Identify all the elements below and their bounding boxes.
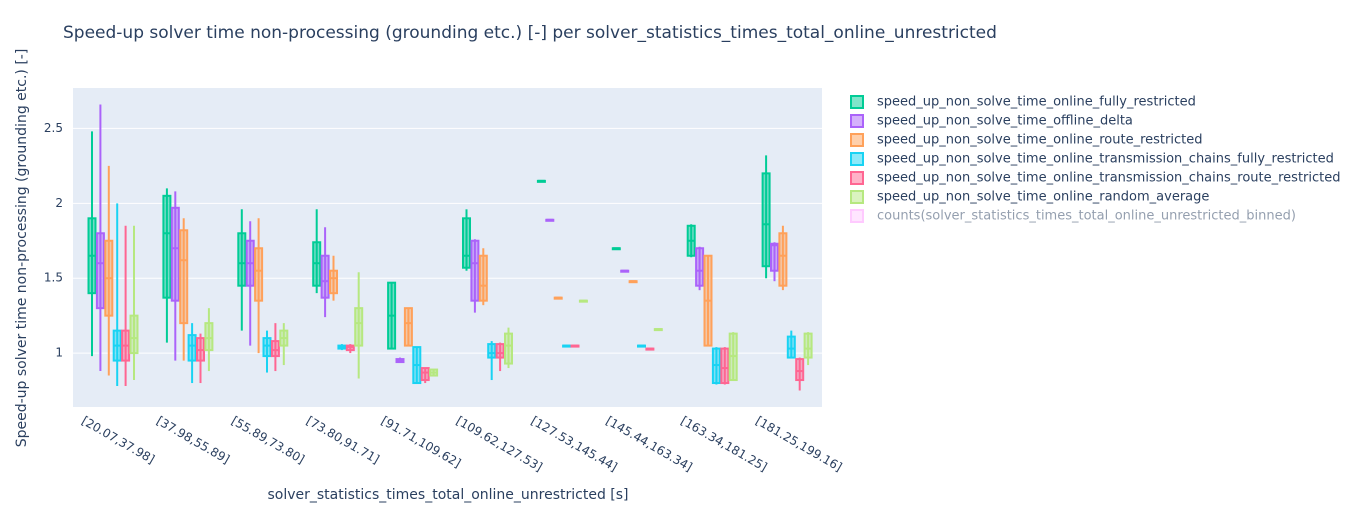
box	[420, 367, 430, 382]
legend-swatch[interactable]	[850, 95, 864, 109]
box	[237, 232, 247, 287]
box	[778, 232, 788, 287]
box	[470, 239, 480, 302]
box	[504, 332, 513, 365]
legend-swatch[interactable]	[850, 171, 864, 185]
y-tick-label: 1	[55, 346, 63, 360]
legend-label[interactable]: speed_up_non_solve_time_online_route_res…	[877, 133, 1202, 148]
box	[761, 172, 771, 268]
x-tick-label: [91.71,109.62]	[379, 414, 464, 471]
legend-swatch[interactable]	[850, 209, 864, 223]
box	[129, 314, 139, 355]
y-tick-label: 2	[55, 196, 63, 210]
legend-label[interactable]: speed_up_non_solve_time_offline_delta	[877, 114, 1133, 129]
box	[354, 307, 364, 347]
legend-label[interactable]: speed_up_non_solve_time_online_fully_res…	[877, 95, 1196, 110]
x-tick-label: [20.07,37.98]	[79, 414, 157, 467]
box	[187, 334, 197, 362]
box	[179, 229, 189, 325]
chart-title: Speed-up solver time non-processing (gro…	[63, 23, 997, 43]
y-tick-label: 2.5	[44, 121, 63, 135]
box	[403, 307, 413, 347]
box	[95, 232, 105, 310]
box	[170, 206, 180, 302]
legend-swatch[interactable]	[850, 133, 864, 147]
legend-label[interactable]: speed_up_non_solve_time_online_transmiss…	[877, 152, 1334, 167]
box	[262, 337, 272, 358]
legend-swatch[interactable]	[850, 152, 864, 166]
box	[695, 247, 705, 287]
box	[786, 335, 796, 359]
legend-swatch[interactable]	[850, 114, 864, 128]
box	[795, 358, 805, 382]
box	[478, 254, 488, 302]
box	[803, 332, 813, 359]
box	[254, 247, 264, 302]
box	[270, 340, 280, 358]
y-axis-label: Speed-up solver time non-processing (gro…	[14, 49, 30, 448]
box	[495, 343, 505, 359]
x-tick-label: [55.89,73.80]	[229, 414, 307, 467]
y-tick-label: 1.5	[44, 271, 63, 285]
legend-label[interactable]: counts(solver_statistics_times_total_onl…	[877, 209, 1296, 224]
box	[462, 217, 471, 269]
box	[720, 347, 730, 385]
legend-swatch[interactable]	[850, 190, 864, 204]
x-tick-label: [37.98,55.89]	[154, 414, 232, 467]
legend-label[interactable]: speed_up_non_solve_time_online_transmiss…	[877, 171, 1341, 186]
x-tick-label: [73.80,91.71]	[304, 414, 382, 467]
box	[162, 194, 172, 299]
box	[770, 242, 779, 272]
x-axis-label: solver_statistics_times_total_online_unr…	[267, 487, 628, 503]
box	[487, 343, 497, 359]
box	[204, 322, 214, 352]
legend-label[interactable]: speed_up_non_solve_time_online_random_av…	[877, 190, 1209, 205]
box	[320, 254, 330, 299]
box	[329, 269, 338, 295]
